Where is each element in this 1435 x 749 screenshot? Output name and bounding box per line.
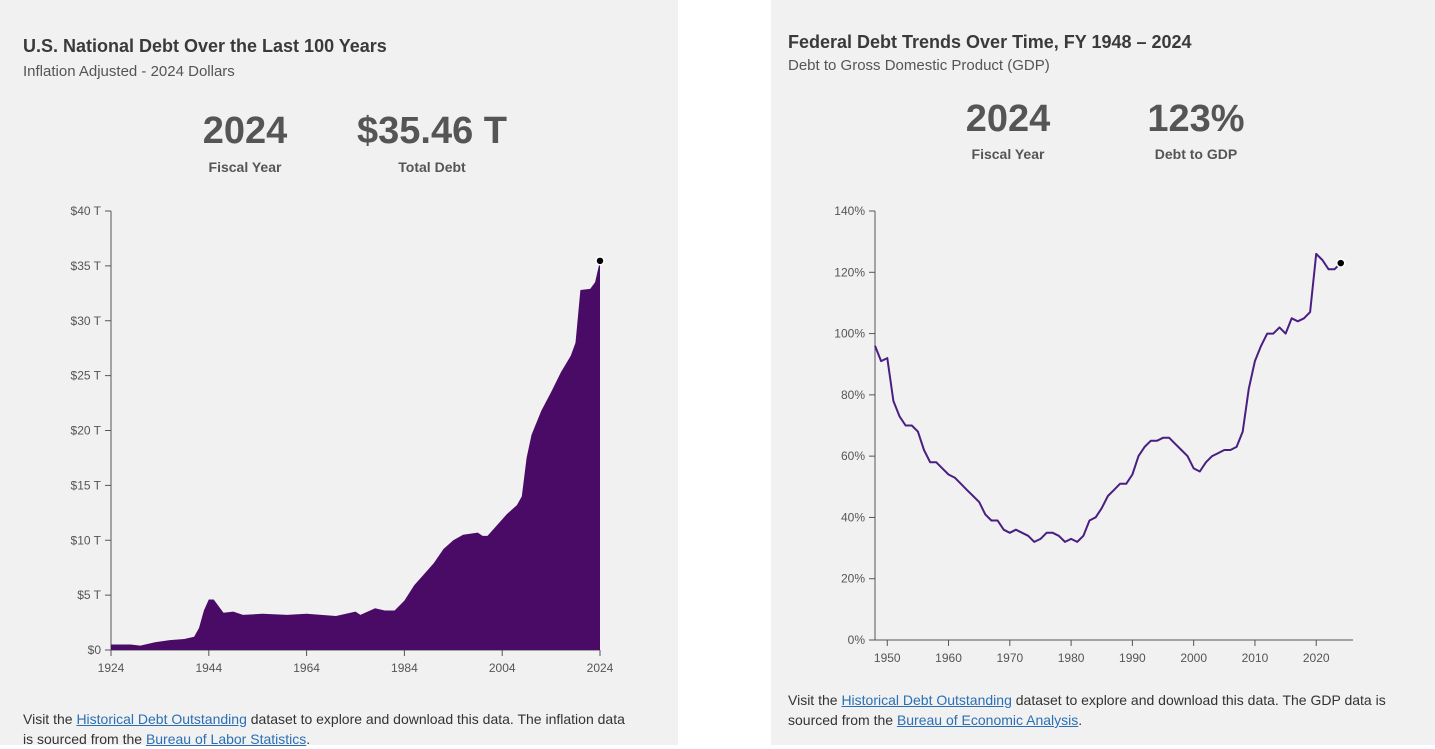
y-tick-label: 100% <box>834 327 865 341</box>
debt-area-series <box>111 260 600 650</box>
total-debt-value: $35.46 T <box>357 110 507 152</box>
y-tick-label: $30 T <box>71 314 102 328</box>
x-tick-label: 1984 <box>391 661 418 675</box>
y-tick-label: 0% <box>848 633 866 647</box>
historical-debt-link[interactable]: Historical Debt Outstanding <box>76 711 247 727</box>
footnote-text-post: . <box>306 731 311 747</box>
total-debt-label: Total Debt <box>398 159 466 175</box>
x-tick-label: 1990 <box>1119 651 1146 665</box>
x-tick-label: 1944 <box>195 661 222 675</box>
x-tick-label: 2010 <box>1242 651 1269 665</box>
national-debt-panel: U.S. National Debt Over the Last 100 Yea… <box>0 0 678 747</box>
y-tick-label: $40 T <box>71 204 102 218</box>
x-tick-label: 2020 <box>1303 651 1330 665</box>
footnote-text-pre: Visit the <box>788 692 842 708</box>
debt-to-gdp-line-chart: 0% 20% 40% 60% 80% 100% 120% 140% 1950 1960 1970 19… <box>834 204 1353 665</box>
chart-title: U.S. National Debt Over the Last 100 Yea… <box>23 36 387 56</box>
fiscal-year-value: 2024 <box>965 98 1051 140</box>
y-tick-label: $15 T <box>71 478 102 492</box>
x-tick-label: 1964 <box>293 661 320 675</box>
debt-to-gdp-value: 123% <box>1147 98 1245 140</box>
bls-link[interactable]: Bureau of Labor Statistics <box>145 731 307 747</box>
y-tick-label: $5 T <box>77 588 101 602</box>
x-tick-label: 1924 <box>98 661 125 675</box>
debt-to-gdp-panel: Federal Debt Trends Over Time, FY 1948 –… <box>771 0 1435 745</box>
y-tick-label: $20 T <box>71 424 102 438</box>
fiscal-year-label: Fiscal Year <box>208 159 282 175</box>
y-tick-label: $0 <box>88 643 102 657</box>
historical-debt-link[interactable]: Historical Debt Outstanding <box>841 692 1012 708</box>
x-tick-label: 1960 <box>935 651 962 665</box>
x-tick-label: 2024 <box>587 661 614 675</box>
highlight-point <box>1335 258 1346 268</box>
y-tick-label: 40% <box>841 510 865 524</box>
chart-subtitle: Debt to Gross Domestic Product (GDP) <box>788 57 1050 74</box>
footnote-text-mid: dataset to explore and download this dat… <box>788 692 1386 728</box>
footnote-text-pre: Visit the <box>23 711 77 727</box>
fiscal-year-value: 2024 <box>202 110 288 152</box>
fiscal-year-label: Fiscal Year <box>971 146 1045 162</box>
y-tick-label: 20% <box>841 572 865 586</box>
y-tick-label: $25 T <box>71 369 102 383</box>
debt-to-gdp-label: Debt to GDP <box>1154 146 1238 162</box>
footnote-text-post: . <box>1078 712 1083 728</box>
footnote: Visit the Historical Debt Outstanding da… <box>23 709 633 749</box>
highlight-point <box>595 256 605 266</box>
x-tick-label: 1950 <box>874 651 901 665</box>
debt-to-gdp-series-line <box>874 252 1342 543</box>
y-tick-label: $35 T <box>71 259 102 273</box>
y-tick-label: 60% <box>841 449 865 463</box>
bea-link[interactable]: Bureau of Economic Analysis <box>896 712 1079 728</box>
y-tick-label: $10 T <box>71 533 102 547</box>
footnote: Visit the Historical Debt Outstanding da… <box>788 690 1418 730</box>
y-tick-label: 120% <box>834 265 865 279</box>
x-tick-label: 2004 <box>489 661 516 675</box>
debt-area-chart: $0 $5 T $10 T $15 T $20 T $25 T $30 T $35 T $40 … <box>71 204 614 675</box>
chart-title: Federal Debt Trends Over Time, FY 1948 –… <box>788 32 1192 52</box>
y-tick-label: 80% <box>841 388 865 402</box>
y-tick-label: 140% <box>834 204 865 218</box>
footnote-text-mid: dataset to explore and download this dat… <box>23 711 625 747</box>
chart-subtitle: Inflation Adjusted - 2024 Dollars <box>23 63 235 80</box>
x-tick-label: 1980 <box>1058 651 1085 665</box>
x-tick-label: 2000 <box>1180 651 1207 665</box>
x-tick-label: 1970 <box>996 651 1023 665</box>
